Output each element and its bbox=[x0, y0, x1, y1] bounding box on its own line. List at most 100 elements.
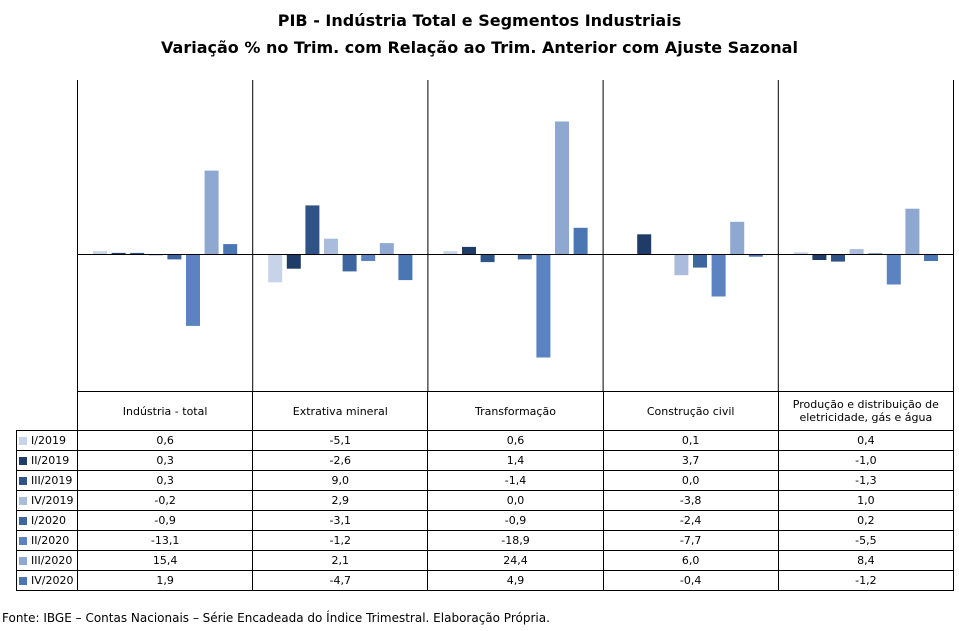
data-label: -1,0 bbox=[777, 450, 954, 471]
table-row: II/2020 -13,1 -1,2 -18,9 -7,7 -5,5 bbox=[16, 530, 954, 551]
data-label: 0,3 bbox=[76, 450, 254, 471]
legend-entry: I/2019 bbox=[16, 430, 78, 451]
bar-I-2020-cat-3 bbox=[693, 254, 707, 268]
series-name: II/2020 bbox=[31, 534, 70, 547]
data-label: 0,1 bbox=[602, 430, 779, 451]
data-label: 8,4 bbox=[777, 550, 954, 571]
bar-I-2020-cat-2 bbox=[517, 254, 532, 260]
data-label: -5,1 bbox=[252, 430, 429, 451]
data-label: 0,4 bbox=[777, 430, 954, 451]
legend-swatch bbox=[19, 517, 27, 525]
bar-IV-2019-cat-4 bbox=[849, 249, 864, 255]
bar-III-2019-cat-1 bbox=[305, 205, 320, 255]
data-label: -1,4 bbox=[427, 470, 604, 491]
series-name: III/2019 bbox=[31, 474, 73, 487]
data-label: -0,9 bbox=[427, 510, 604, 531]
bar-II-2019-cat-2 bbox=[462, 246, 476, 255]
legend-swatch bbox=[19, 477, 27, 485]
data-label: -13,1 bbox=[76, 530, 254, 551]
data-label: -1,2 bbox=[777, 570, 954, 591]
bar-I-2019-cat-2 bbox=[443, 251, 458, 255]
data-label: -3,8 bbox=[602, 490, 779, 511]
legend-entry: III/2019 bbox=[16, 470, 78, 491]
legend-entry: II/2019 bbox=[16, 450, 78, 471]
table-row: I/2020 -0,9 -3,1 -0,9 -2,4 0,2 bbox=[16, 510, 954, 531]
data-label: 0,2 bbox=[777, 510, 954, 531]
data-label: -1,2 bbox=[252, 530, 429, 551]
category-label: Indústria - total bbox=[76, 391, 254, 431]
bar-II-2020-cat-2 bbox=[536, 254, 551, 358]
legend-swatch bbox=[19, 557, 27, 565]
bar-IV-2020-cat-2 bbox=[573, 227, 588, 255]
bar-IV-2019-cat-0 bbox=[148, 254, 163, 256]
data-label: -1,3 bbox=[777, 470, 954, 491]
bar-III-2020-cat-1 bbox=[379, 243, 394, 255]
bar-II-2019-cat-4 bbox=[812, 254, 827, 260]
table-corner bbox=[16, 391, 78, 431]
legend-entry: I/2020 bbox=[16, 510, 78, 531]
data-table: Indústria - total Extrativa mineral Transf… bbox=[16, 391, 954, 591]
legend-swatch bbox=[19, 497, 27, 505]
legend-swatch bbox=[19, 437, 27, 445]
data-label: 1,4 bbox=[427, 450, 604, 471]
source-note: Fonte: IBGE – Contas Nacionais – Série E… bbox=[2, 611, 550, 625]
bar-IV-2020-cat-1 bbox=[398, 254, 413, 281]
bar-IV-2020-cat-3 bbox=[748, 254, 763, 257]
legend-entry: III/2020 bbox=[16, 550, 78, 571]
series-name: IV/2019 bbox=[31, 494, 74, 507]
series-name: I/2020 bbox=[31, 514, 66, 527]
data-label: 1,0 bbox=[777, 490, 954, 511]
data-label: 2,1 bbox=[252, 550, 429, 571]
data-label: -2,4 bbox=[602, 510, 779, 531]
data-label: 3,7 bbox=[602, 450, 779, 471]
data-label: 2,9 bbox=[252, 490, 429, 511]
bar-II-2020-cat-0 bbox=[186, 254, 200, 326]
legend-entry: IV/2019 bbox=[16, 490, 78, 511]
bar-I-2019-cat-4 bbox=[793, 252, 808, 255]
bar-I-2019-cat-1 bbox=[268, 254, 283, 283]
table-row: III/2019 0,3 9,0 -1,4 0,0 -1,3 bbox=[16, 470, 954, 491]
data-label: 0,3 bbox=[76, 470, 254, 491]
data-label: -7,7 bbox=[602, 530, 779, 551]
bar-IV-2019-cat-3 bbox=[674, 254, 689, 276]
bar-II-2019-cat-0 bbox=[111, 252, 126, 255]
bar-I-2020-cat-4 bbox=[868, 253, 883, 255]
data-label: 15,4 bbox=[76, 550, 254, 571]
data-label: -2,6 bbox=[252, 450, 429, 471]
data-label: 24,4 bbox=[427, 550, 604, 571]
bar-II-2019-cat-1 bbox=[286, 254, 301, 269]
table-row: IV/2019 -0,2 2,9 0,0 -3,8 1,0 bbox=[16, 490, 954, 511]
data-label: 4,9 bbox=[427, 570, 604, 591]
bar-IV-2019-cat-1 bbox=[324, 238, 338, 255]
bar-III-2020-cat-4 bbox=[905, 208, 920, 255]
bar-I-2020-cat-0 bbox=[167, 254, 182, 260]
data-label: 0,0 bbox=[427, 490, 604, 511]
legend-entry: II/2020 bbox=[16, 530, 78, 551]
data-label: 6,0 bbox=[602, 550, 779, 571]
chart-title: PIB - Indústria Total e Segmentos Indust… bbox=[277, 11, 682, 30]
bar-III-2020-cat-2 bbox=[555, 121, 569, 255]
category-label: Produção e distribuição de eletricidade,… bbox=[777, 391, 954, 431]
data-label: 1,9 bbox=[76, 570, 254, 591]
data-label: -0,9 bbox=[76, 510, 254, 531]
bar-IV-2020-cat-0 bbox=[223, 244, 238, 255]
bar-III-2019-cat-0 bbox=[130, 252, 145, 255]
bar-III-2019-cat-4 bbox=[831, 254, 845, 262]
bar-III-2020-cat-3 bbox=[730, 221, 745, 255]
category-label: Transformação bbox=[427, 391, 604, 431]
bar-III-2020-cat-0 bbox=[204, 170, 219, 255]
series-name: IV/2020 bbox=[31, 574, 74, 587]
table-row: I/2019 0,6 -5,1 0,6 0,1 0,4 bbox=[16, 430, 954, 451]
series-name: III/2020 bbox=[31, 554, 73, 567]
data-label: -0,4 bbox=[602, 570, 779, 591]
bar-II-2020-cat-4 bbox=[886, 254, 901, 285]
bar-III-2019-cat-2 bbox=[480, 254, 495, 263]
bar-II-2020-cat-1 bbox=[361, 254, 376, 261]
series-name: I/2019 bbox=[31, 434, 66, 447]
table-row: III/2020 15,4 2,1 24,4 6,0 8,4 bbox=[16, 550, 954, 571]
data-label: -0,2 bbox=[76, 490, 254, 511]
chart-subtitle: Variação % no Trim. com Relação ao Trim.… bbox=[161, 38, 798, 57]
bar-I-2020-cat-1 bbox=[342, 254, 357, 272]
bar-IV-2020-cat-4 bbox=[924, 254, 938, 261]
